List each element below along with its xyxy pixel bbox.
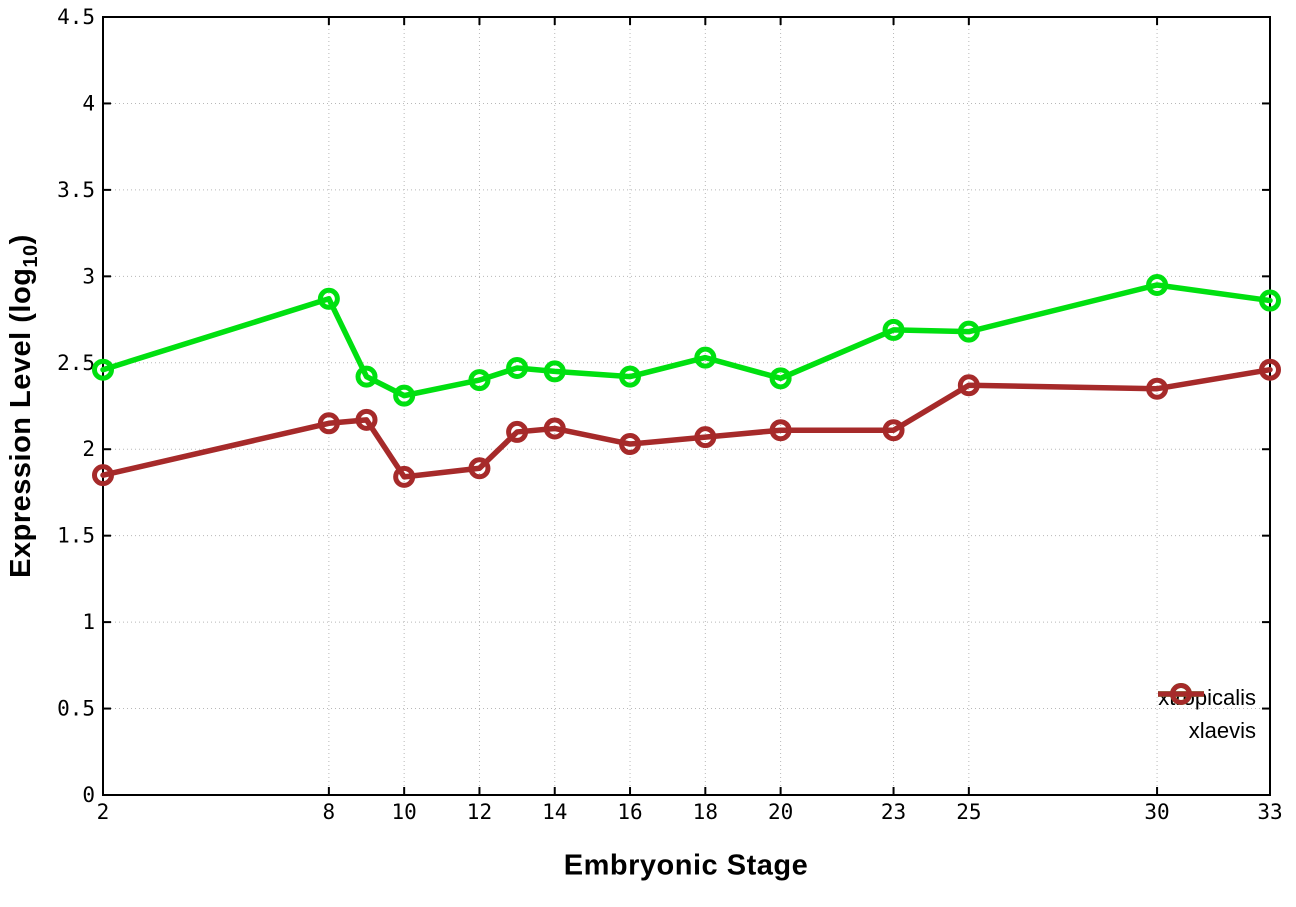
series-marker-xlaevis: [355, 408, 378, 431]
x-tick-label: 25: [956, 800, 981, 824]
x-tick-label: 30: [1144, 800, 1169, 824]
series-line-xtropicalis: [100, 282, 1273, 399]
series-marker-xtropicalis: [694, 346, 717, 369]
y-tick-label: 3.5: [57, 178, 95, 202]
series-marker-xtropicalis: [957, 320, 980, 343]
series-marker-xlaevis: [1146, 377, 1169, 400]
series-line-xlaevis: [100, 366, 1273, 480]
series-marker-xtropicalis: [619, 365, 642, 388]
x-tick-label: 16: [617, 800, 642, 824]
series-marker-xtropicalis: [769, 367, 792, 390]
xlaevis-marker-icon: [1158, 683, 1205, 705]
y-axis-title: Expression Level (log10): [5, 234, 43, 578]
series-marker-xtropicalis: [393, 384, 416, 407]
y-tick-label: 4: [82, 91, 95, 115]
y-tick-label: 2: [82, 437, 95, 461]
series-marker-xtropicalis: [355, 365, 378, 388]
x-tick-label: 2: [97, 800, 110, 824]
y-tick-label: 1: [82, 610, 95, 634]
y-axis-title-text: Expression Level (log: [5, 267, 38, 578]
series-marker-xlaevis: [882, 419, 905, 442]
x-tick-label: 12: [467, 800, 492, 824]
x-tick-label: 10: [392, 800, 417, 824]
y-axis-title-subscript: 10: [19, 244, 42, 268]
series-marker-xtropicalis: [468, 369, 491, 392]
series-marker-xlaevis: [694, 426, 717, 449]
y-tick-label: 1.5: [57, 524, 95, 548]
series-marker-xtropicalis: [882, 318, 905, 341]
series-marker-xtropicalis: [543, 360, 566, 383]
plot-border: [102, 16, 1271, 796]
y-tick-label: 0.5: [57, 697, 95, 721]
series-marker-xtropicalis: [506, 356, 529, 379]
series-marker-xlaevis: [506, 420, 529, 443]
x-tick-label: 8: [323, 800, 336, 824]
x-tick-label: 20: [768, 800, 793, 824]
x-tick-label: 33: [1257, 800, 1282, 824]
series-marker-xtropicalis: [317, 287, 340, 310]
y-tick-label: 4.5: [57, 5, 95, 29]
series-marker-xlaevis: [769, 419, 792, 442]
x-tick-label: 23: [881, 800, 906, 824]
series-marker-xlaevis: [393, 465, 416, 488]
series-marker-xtropicalis: [1146, 273, 1169, 296]
series-marker-xlaevis: [1259, 358, 1281, 381]
series-marker-xlaevis: [468, 457, 491, 480]
series-marker-xlaevis: [619, 433, 642, 456]
legend-label-xlaevis: xlaevis: [1188, 717, 1256, 743]
y-tick-label: 2.5: [57, 351, 95, 375]
legend-row-xlaevis: xlaevis: [1158, 683, 1256, 747]
x-axis-title: Embryonic Stage: [563, 849, 809, 882]
series-marker-xtropicalis: [92, 358, 114, 381]
series-marker-xlaevis: [92, 464, 114, 487]
series-marker-xlaevis: [957, 374, 980, 397]
series-marker-xtropicalis: [1259, 289, 1281, 312]
series-marker-xlaevis: [317, 412, 340, 435]
y-tick-label: 0: [82, 783, 95, 807]
series-marker-xlaevis: [543, 417, 566, 440]
x-tick-label: 18: [693, 800, 718, 824]
x-tick-label: 14: [542, 800, 567, 824]
legend: xtropicalis xlaevis: [1158, 681, 1256, 747]
y-tick-label: 3: [82, 264, 95, 288]
y-axis-title-close: ): [5, 234, 38, 245]
